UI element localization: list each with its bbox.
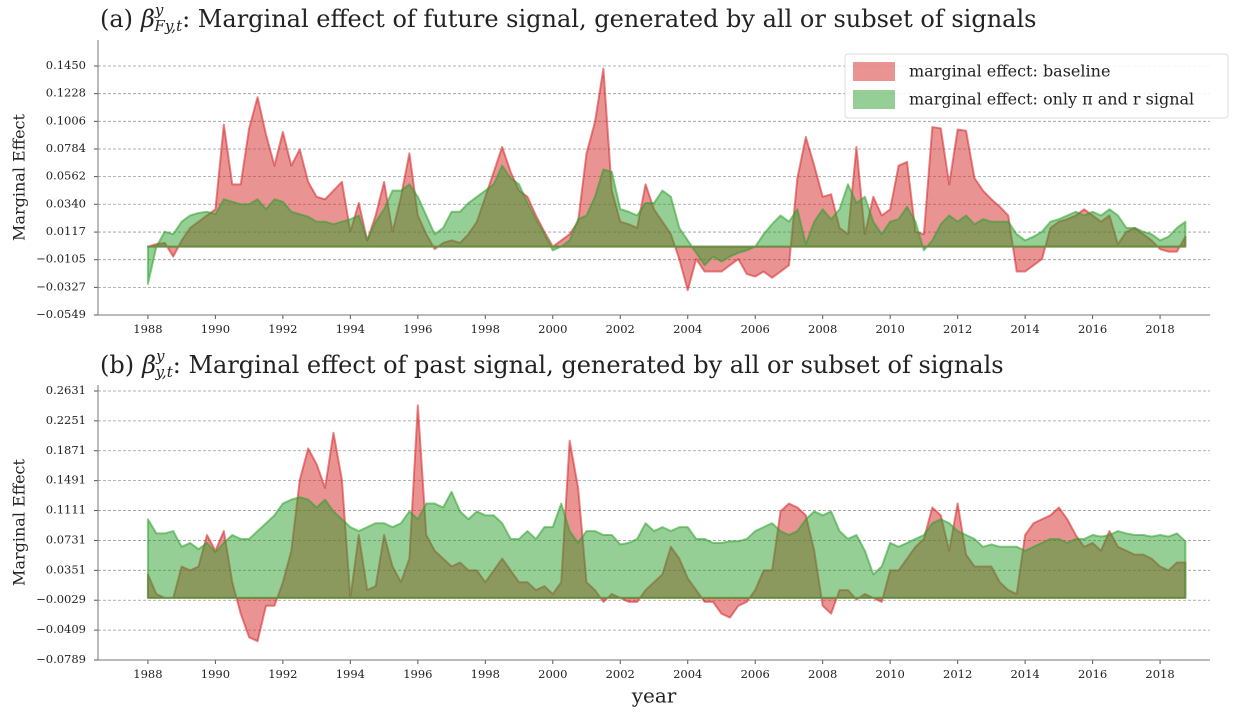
title-text: : Marginal effect of future signal, gene… (182, 5, 1036, 33)
x-tick-label: 2014 (1010, 667, 1039, 681)
x-tick-label: 2004 (673, 322, 702, 336)
x-tick-label: 1992 (268, 322, 297, 336)
chart-title: (a) βy Fy,t: Marginal effect of future sig… (100, 1, 1036, 35)
x-tick-label: 1998 (471, 322, 500, 336)
title-sup: y (155, 347, 165, 365)
x-tick-label: 2004 (673, 667, 702, 681)
y-tick-label: 0.0784 (46, 141, 86, 155)
x-tick-label: 1998 (471, 667, 500, 681)
x-tick-label: 2008 (808, 322, 837, 336)
y-tick-label: −0.0409 (36, 622, 86, 636)
y-tick-label: −0.0549 (36, 307, 86, 321)
x-tick-label: 2010 (876, 667, 905, 681)
x-tick-label: 2018 (1145, 322, 1174, 336)
x-tick-label: 1994 (336, 322, 365, 336)
title-label: (b) (100, 351, 134, 379)
x-tick-label: 2002 (606, 322, 635, 336)
y-tick-label: 0.1491 (46, 473, 86, 487)
x-tick-label: 1988 (133, 322, 162, 336)
x-tick-label: 1990 (201, 322, 230, 336)
y-tick-label: 0.1450 (46, 58, 86, 72)
y-tick-label: 0.0340 (46, 196, 86, 210)
x-tick-label: 1996 (403, 322, 432, 336)
x-tick-label: 2000 (538, 667, 567, 681)
y-tick-label: −0.0327 (36, 279, 86, 293)
y-tick-label: 0.1111 (46, 503, 86, 517)
x-tick-label: 2010 (876, 322, 905, 336)
x-tick-label: 2008 (808, 667, 837, 681)
area (146, 164, 1187, 285)
x-tick-label: 2002 (606, 667, 635, 681)
y-tick-label: 0.0117 (46, 224, 86, 238)
y-tick-label: 0.2631 (46, 383, 86, 397)
legend-box (844, 53, 1229, 119)
legend-label: marginal effect: only π and r signal (909, 90, 1194, 109)
x-tick-label: 1996 (403, 667, 432, 681)
x-tick-label: 2016 (1078, 322, 1107, 336)
x-tick-label: 1994 (336, 667, 365, 681)
title-text: : Marginal effect of past signal, genera… (173, 351, 1004, 379)
y-tick-label: 0.1228 (46, 86, 86, 100)
title-sub: y,t (154, 363, 173, 381)
x-tick-label: 1990 (201, 667, 230, 681)
x-axis-label: year (631, 684, 677, 708)
y-axis-label: Marginal Effect (10, 113, 29, 240)
y-tick-label: 0.2251 (46, 413, 86, 427)
x-tick-label: 2000 (538, 322, 567, 336)
legend-label: marginal effect: baseline (909, 62, 1110, 81)
title-symbol: β (141, 351, 156, 379)
legend-swatch (853, 90, 895, 109)
x-tick-label: 2012 (943, 322, 972, 336)
y-tick-label: −0.0105 (36, 252, 86, 266)
x-tick-label: 1988 (133, 667, 162, 681)
title-sup: y (154, 1, 164, 19)
title-label: (a) (100, 5, 133, 33)
y-tick-label: −0.0029 (36, 592, 86, 606)
title-sub: Fy,t (153, 17, 183, 35)
x-tick-label: 1992 (268, 667, 297, 681)
x-tick-label: 2012 (943, 667, 972, 681)
y-tick-label: 0.1871 (46, 443, 86, 457)
y-tick-label: 0.0731 (46, 532, 86, 546)
x-tick-label: 2016 (1078, 667, 1107, 681)
chart-title: (b) βy y,t: Marginal effect of past signal… (100, 347, 1004, 381)
area (146, 490, 1187, 599)
legend-swatch (853, 62, 895, 81)
y-tick-label: −0.0789 (36, 652, 86, 666)
x-tick-label: 2018 (1145, 667, 1174, 681)
x-tick-label: 2006 (741, 322, 770, 336)
title-symbol: β (140, 5, 155, 33)
y-tick-label: 0.0562 (46, 169, 86, 183)
x-tick-label: 2006 (741, 667, 770, 681)
x-tick-label: 2014 (1010, 322, 1039, 336)
y-tick-label: 0.1006 (46, 113, 86, 127)
y-tick-label: 0.0351 (46, 562, 86, 576)
y-axis-label: Marginal Effect (10, 458, 29, 585)
